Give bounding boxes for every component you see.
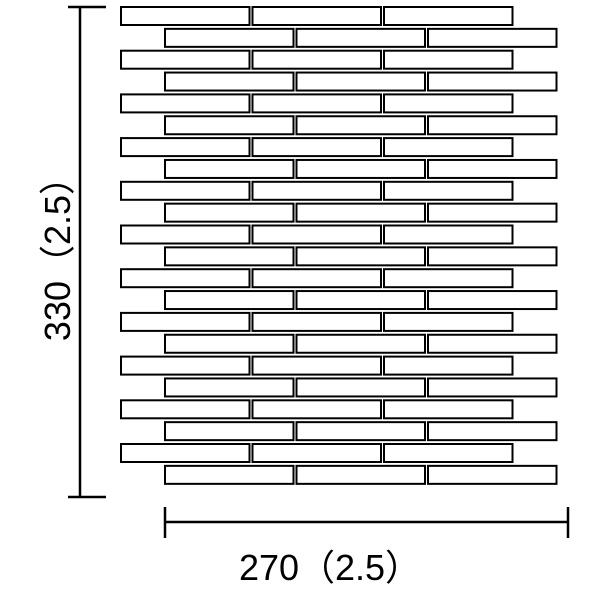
tile [251, 443, 382, 463]
tile [164, 464, 295, 485]
width-label: 270（2.5） [239, 547, 421, 588]
tile [164, 158, 295, 179]
tile [383, 180, 514, 201]
tile [427, 158, 558, 179]
tile [164, 246, 295, 267]
tile [295, 246, 426, 267]
tile [164, 333, 295, 354]
tile [251, 137, 382, 158]
tile [120, 399, 251, 420]
tile [383, 443, 514, 463]
tile [383, 93, 514, 114]
tile [251, 311, 382, 332]
tile [251, 355, 382, 376]
tile [164, 27, 295, 48]
tile [251, 399, 382, 420]
tile [383, 49, 514, 70]
tile [251, 224, 382, 245]
tile [427, 202, 558, 223]
tile [251, 6, 382, 26]
tile [427, 464, 558, 485]
tile [383, 224, 514, 245]
tile [164, 421, 295, 442]
tile [383, 268, 514, 289]
tile [120, 93, 251, 114]
tile-grid [120, 6, 558, 485]
tile [251, 180, 382, 201]
tile [120, 443, 251, 463]
height-dimension: 330（2.5） [37, 5, 106, 499]
tile [427, 27, 558, 48]
tile [164, 71, 295, 92]
tile [383, 6, 514, 26]
tile [164, 202, 295, 223]
tile [251, 49, 382, 70]
tile [120, 268, 251, 289]
tile [427, 71, 558, 92]
tile [120, 49, 251, 70]
tile [120, 6, 251, 26]
width-dimension: 270（2.5） [163, 507, 570, 588]
tile [295, 202, 426, 223]
tile [295, 71, 426, 92]
tile [120, 224, 251, 245]
tile [295, 464, 426, 485]
tile [120, 137, 251, 158]
tile [383, 399, 514, 420]
tile [383, 137, 514, 158]
tile [120, 311, 251, 332]
tile [427, 421, 558, 442]
tile [120, 180, 251, 201]
tile [383, 355, 514, 376]
tile [295, 158, 426, 179]
tile [251, 93, 382, 114]
tile [120, 355, 251, 376]
tile [295, 421, 426, 442]
tile [295, 377, 426, 398]
tile [383, 311, 514, 332]
tile [427, 290, 558, 311]
tile [427, 246, 558, 267]
tile [164, 115, 295, 136]
tile [427, 377, 558, 398]
tile [295, 333, 426, 354]
tile [164, 377, 295, 398]
tile [251, 268, 382, 289]
tile [295, 115, 426, 136]
height-label: 330（2.5） [37, 159, 78, 341]
tile [164, 290, 295, 311]
tile [295, 27, 426, 48]
tile [295, 290, 426, 311]
tile [427, 333, 558, 354]
tile [427, 115, 558, 136]
